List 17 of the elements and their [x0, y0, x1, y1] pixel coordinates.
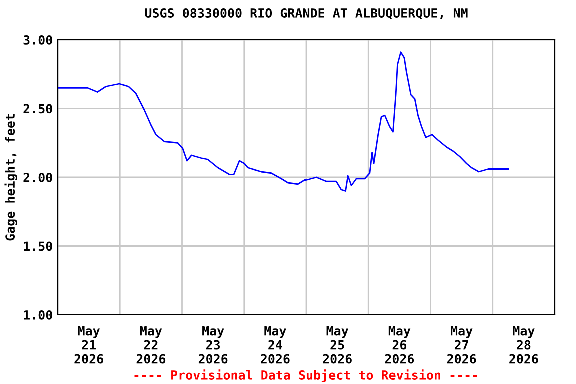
- x-tick-label: May 25 2026: [323, 326, 352, 364]
- y-tick-label: 1.00: [24, 310, 52, 320]
- text: ---- Provisional Data Subject to Revision ----: [134, 370, 478, 382]
- line-series: [58, 52, 510, 192]
- x-tick-label: May 24 2026: [261, 326, 290, 364]
- y-tick-label: 1.50: [24, 242, 52, 252]
- x-tick-label: May 22 2026: [136, 326, 166, 364]
- x-tick-label: May 26 2026: [385, 326, 414, 364]
- x-tick-label: May 28 2026: [510, 326, 538, 364]
- x-tick-label: May 27 2026: [447, 326, 476, 364]
- x-tick-label: May 23 2026: [198, 326, 228, 364]
- y-tick-label: 2.00: [24, 172, 52, 182]
- y-tick-label: 2.50: [24, 104, 52, 114]
- y-tick-label: 3.00: [24, 35, 52, 45]
- chart-title: USGS 08330000 RIO GRANDE AT ALBUQUERQUE, NM: [145, 8, 468, 20]
- x-tick-label: May 21 2026: [74, 326, 104, 364]
- y-axis-title: Gage height, feet: [4, 114, 18, 241]
